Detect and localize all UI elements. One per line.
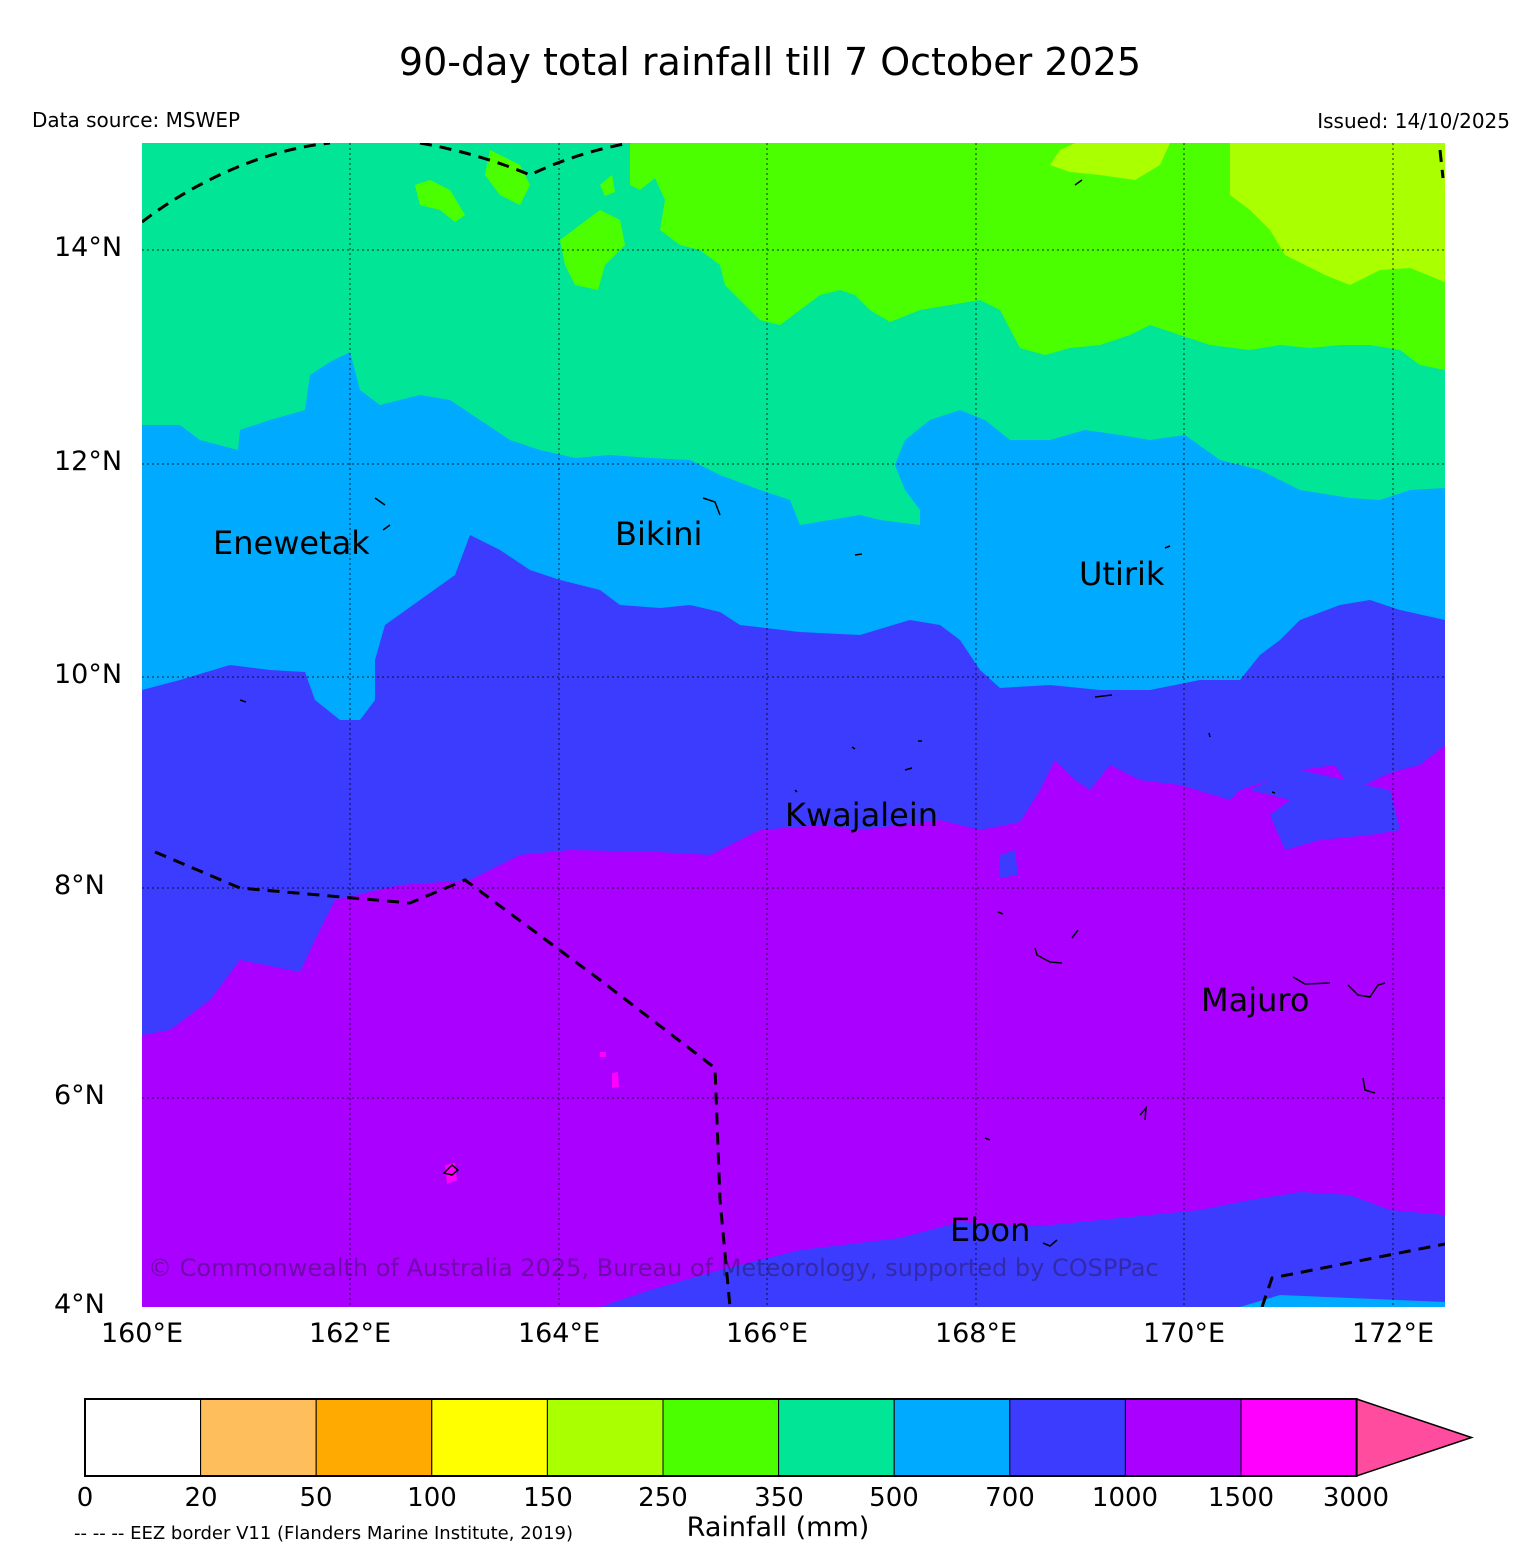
colorbar-label: Rainfall (mm) — [686, 1512, 870, 1543]
colorbar-swatch — [662, 1398, 780, 1477]
lat-label-4n: 4°N — [54, 1289, 105, 1320]
place-bikini: Bikini — [615, 515, 703, 553]
lon-label-172e: 172°E — [1351, 1318, 1435, 1349]
lat-label-10n: 10°N — [54, 659, 123, 690]
colorbar-tick-100: 100 — [407, 1483, 457, 1513]
place-utirik: Utirik — [1079, 555, 1165, 593]
lon-label-164e: 164°E — [517, 1318, 601, 1349]
colorbar-tick-0: 0 — [76, 1483, 94, 1513]
band-1000-1500 — [142, 745, 1445, 1307]
map-title: 90-day total rainfall till 7 October 202… — [398, 40, 1142, 84]
colorbar-swatch — [315, 1398, 433, 1477]
colorbar-tick-3000: 3000 — [1322, 1483, 1390, 1513]
lon-label-168e: 168°E — [934, 1318, 1018, 1349]
lon-label-166e: 166°E — [725, 1318, 809, 1349]
copyright-notice: © Commonwealth of Australia 2025, Bureau… — [148, 1254, 1159, 1282]
colorbar-swatch — [1240, 1398, 1358, 1477]
islands — [239, 179, 1386, 1247]
place-majuro: Majuro — [1201, 981, 1310, 1019]
place-kwajalein: Kwajalein — [785, 796, 939, 834]
colorbar-tick-250: 250 — [638, 1483, 688, 1513]
colorbar-swatch — [200, 1398, 317, 1477]
graticule — [142, 143, 1445, 1307]
colorbar-tick-150: 150 — [523, 1483, 573, 1513]
colorbar-swatch — [84, 1398, 202, 1477]
lon-label-162e: 162°E — [308, 1318, 392, 1349]
issued-date: Issued: 14/10/2025 — [1317, 109, 1510, 133]
colorbar-swatch — [893, 1398, 1011, 1477]
data-source: Data source: MSWEP — [32, 108, 241, 132]
colorbar-swatch — [431, 1398, 548, 1477]
rainfall-bands — [142, 143, 1445, 1307]
colorbar-tick-500: 500 — [869, 1483, 919, 1513]
place-enewetak: Enewetak — [213, 524, 370, 562]
colorbar-tick-1000: 1000 — [1091, 1483, 1159, 1513]
colorbar-swatch — [778, 1398, 895, 1477]
lat-label-6n: 6°N — [54, 1080, 105, 1111]
colorbar-swatch — [546, 1398, 664, 1477]
colorbar-tick-50: 50 — [299, 1483, 333, 1513]
colorbar-tick-20: 20 — [184, 1483, 218, 1513]
lat-label-14n: 14°N — [54, 232, 123, 263]
colorbar-tick-1500: 1500 — [1207, 1483, 1275, 1513]
lat-label-12n: 12°N — [54, 446, 123, 477]
eez-note: -- -- -- EEZ border V11 (Flanders Marine… — [74, 1523, 574, 1544]
eez-border — [142, 143, 1445, 1307]
lat-label-8n: 8°N — [54, 870, 105, 901]
colorbar-tick-700: 700 — [985, 1483, 1035, 1513]
lon-label-170e: 170°E — [1142, 1318, 1226, 1349]
colorbar-swatch — [1124, 1398, 1242, 1477]
place-ebon: Ebon — [950, 1211, 1031, 1249]
colorbar — [84, 1397, 1474, 1478]
colorbar-tick-350: 350 — [754, 1483, 804, 1513]
colorbar-outline — [84, 1398, 1358, 1477]
colorbar-swatch — [1009, 1398, 1126, 1477]
lon-label-160e: 160°E — [100, 1318, 184, 1349]
colorbar-extension — [1355, 1397, 1474, 1478]
